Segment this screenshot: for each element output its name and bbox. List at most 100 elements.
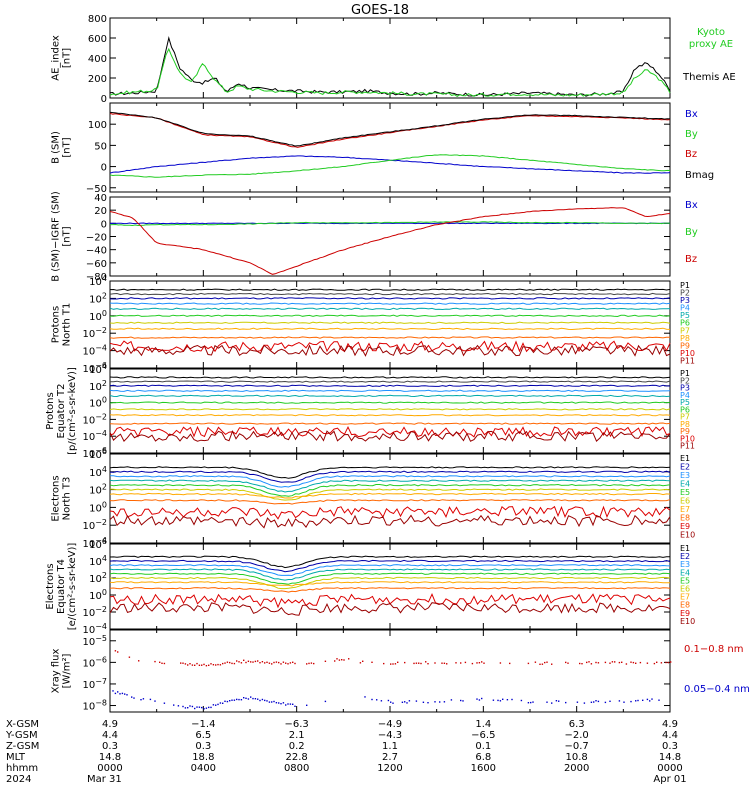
channel-line-e8 [109, 587, 671, 593]
scatter-point [226, 661, 229, 663]
channel-label-p5: P5 [680, 398, 690, 407]
ephemeris-value: Mar 31 [87, 774, 122, 785]
legend-kyoto-proxy-ae: Kyoto [697, 27, 725, 38]
ephemeris-row-label: Z-GSM [6, 741, 39, 752]
scatter-point [376, 699, 378, 701]
y-axis-label: AE_index [51, 35, 62, 81]
series-line-by [109, 154, 671, 178]
panel-frame [109, 629, 671, 713]
scatter-point [427, 702, 429, 704]
scatter-point [359, 662, 362, 664]
scatter-point [441, 662, 443, 664]
scatter-point [541, 663, 544, 665]
scatter-point [506, 699, 509, 701]
scatter-point [621, 661, 623, 663]
legend-kyoto-proxy-ae: proxy AE [689, 39, 733, 50]
y-axis-label: [nT] [62, 226, 73, 246]
scatter-point [630, 700, 632, 703]
channel-line-p5 [109, 394, 671, 398]
scatter-point [397, 661, 399, 663]
scatter-point [198, 706, 201, 708]
scatter-point [294, 662, 296, 665]
scatter-point [268, 701, 271, 703]
scatter-point [404, 701, 406, 703]
channel-line-p10 [109, 425, 671, 438]
ephemeris-value: 14.8 [659, 752, 681, 763]
scatter-point [434, 662, 436, 664]
scatter-point [252, 697, 254, 700]
scatter-point [509, 662, 511, 665]
scatter-point [287, 663, 289, 665]
ephemeris-value: 1600 [471, 763, 496, 774]
scatter-point [294, 705, 296, 707]
scatter-point [649, 700, 651, 702]
scatter-point [285, 662, 287, 664]
y-axis-label: [W/m²] [62, 653, 73, 688]
channel-label-e3: E3 [680, 471, 690, 480]
scatter-point [478, 699, 481, 701]
scatter-point [259, 662, 261, 664]
scatter-point [250, 696, 252, 698]
scatter-point [126, 694, 128, 696]
channel-label-e1: E1 [680, 454, 690, 463]
channel-label-e7: E7 [680, 505, 690, 514]
channel-label-e9: E9 [680, 522, 690, 531]
scatter-point [446, 663, 448, 665]
scatter-point [240, 662, 243, 664]
scatter-point [604, 701, 607, 704]
ephemeris-value: −4.9 [378, 719, 402, 730]
scatter-point [236, 660, 238, 662]
scatter-point [387, 699, 390, 702]
channel-line-p3 [109, 384, 670, 387]
channel-line-p9 [109, 422, 671, 425]
channel-label-p9: P9 [680, 427, 690, 436]
y-tick-label: 10−2 [82, 518, 107, 532]
channel-label-p8: P8 [680, 420, 690, 429]
scatter-point [364, 696, 366, 698]
ephemeris-value: 1200 [377, 763, 402, 774]
legend-bx: Bx [685, 109, 698, 120]
scatter-point [590, 701, 593, 703]
scatter-point [261, 661, 264, 663]
ephemeris-value: −6.5 [471, 730, 495, 741]
ephemeris-value: 4.4 [102, 730, 118, 741]
scatter-point [289, 662, 292, 664]
scatter-point [233, 699, 236, 701]
y-tick-label: 10−4 [82, 429, 107, 443]
ephemeris-value: 0.3 [102, 741, 118, 752]
channel-label-e8: E8 [680, 514, 690, 523]
scatter-point [670, 661, 672, 663]
scatter-point [210, 663, 212, 665]
series-line-bx [109, 222, 671, 225]
channel-label-e3: E3 [680, 560, 690, 569]
panel-2: −50 0 50 100 B (SM) [nT] Bx By Bz Bmag [51, 102, 714, 195]
scatter-point [205, 707, 208, 709]
scatter-point [460, 662, 462, 664]
scatter-point [128, 656, 131, 658]
legend-by: By [685, 227, 698, 238]
ephemeris-value: 2000 [564, 763, 589, 774]
channel-line-p2 [109, 292, 671, 296]
scatter-point [257, 698, 259, 700]
y-tick-label: −50 [86, 184, 107, 195]
series-line-bmag [109, 111, 671, 147]
ephemeris-value: 22.8 [286, 752, 308, 763]
y-axis-label: B (SM) [51, 131, 62, 164]
scatter-point [646, 662, 649, 664]
series-line-bz [109, 112, 671, 148]
scatter-point [245, 697, 247, 699]
scatter-point [455, 662, 457, 664]
scatter-point [187, 707, 189, 709]
scatter-point [383, 662, 385, 665]
scatter-point [205, 665, 208, 667]
y-tick-label: 104 [89, 465, 107, 479]
scatter-point [476, 698, 478, 700]
scatter-point [546, 661, 548, 663]
ephemeris-value: −4.3 [378, 730, 402, 741]
scatter-point [443, 662, 446, 664]
scatter-point [338, 659, 341, 661]
channel-label-p5: P5 [680, 311, 690, 320]
scatter-point [138, 660, 140, 662]
